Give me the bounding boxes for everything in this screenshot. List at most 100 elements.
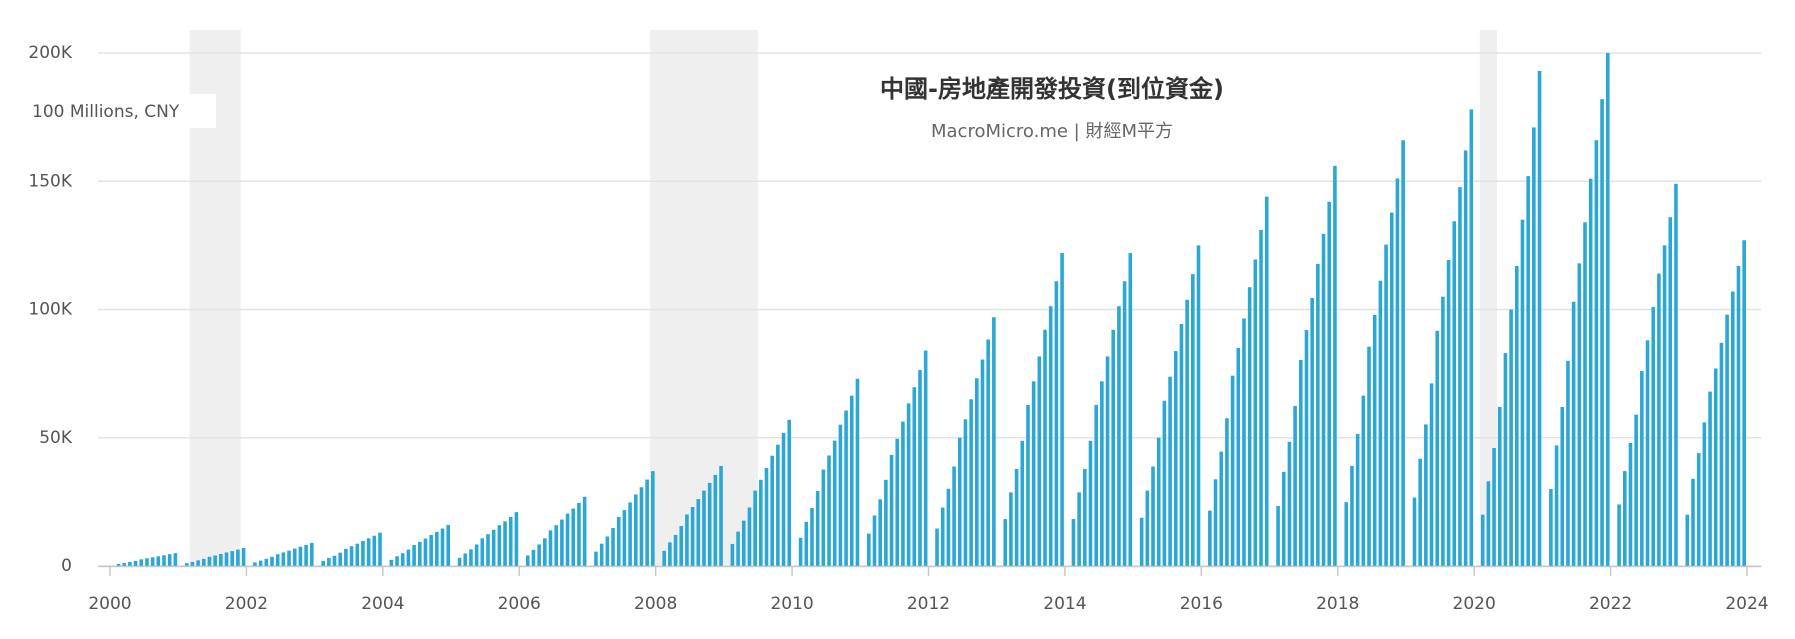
bar <box>1628 442 1633 566</box>
bar <box>497 525 502 566</box>
bar <box>1361 395 1366 566</box>
bar <box>1310 297 1314 566</box>
y-tick-label: 50K <box>39 428 73 448</box>
bar <box>1458 187 1462 566</box>
y-tick-label: 100K <box>28 300 72 320</box>
chart-subtitle: MacroMicro.me | 財經M平方 <box>931 121 1173 142</box>
bar <box>582 496 587 566</box>
bar <box>1162 400 1167 566</box>
bar <box>1173 351 1178 566</box>
bar <box>1071 519 1076 566</box>
bar <box>1395 178 1400 566</box>
bar <box>378 532 382 566</box>
bar <box>190 561 195 566</box>
bar <box>139 559 144 566</box>
bar <box>849 395 854 566</box>
bar <box>264 558 269 566</box>
bar <box>1083 469 1087 566</box>
bar <box>560 519 564 566</box>
bar <box>1554 445 1559 566</box>
bar <box>980 359 985 566</box>
bar <box>309 542 314 566</box>
axis-layer: 0 50K 100K 150K 200K 2000 2002 2004 2006 2008 2010… <box>28 43 1768 614</box>
bar <box>1276 505 1280 566</box>
x-tick-label: 2014 <box>1043 594 1086 614</box>
bar <box>332 555 337 566</box>
bar <box>1043 329 1047 566</box>
bar <box>1588 178 1593 566</box>
bar <box>1333 165 1337 567</box>
bar <box>503 521 507 566</box>
bar <box>1685 514 1690 566</box>
bar <box>1372 314 1377 566</box>
bar <box>406 549 411 566</box>
x-tick-label: 2016 <box>1180 594 1223 614</box>
bar <box>1708 391 1712 566</box>
bar <box>372 535 377 566</box>
bar <box>901 421 905 566</box>
bar <box>707 482 712 566</box>
bar <box>469 549 473 566</box>
bar <box>1105 356 1110 566</box>
bar <box>435 531 439 566</box>
bar <box>1651 306 1656 566</box>
bar <box>253 562 257 566</box>
bar <box>1702 422 1707 566</box>
bar <box>935 528 939 566</box>
bar <box>946 488 951 566</box>
bar <box>1560 406 1565 566</box>
bar <box>389 559 394 566</box>
recession-band <box>649 30 758 566</box>
bar <box>1412 497 1417 566</box>
bar <box>1264 196 1269 566</box>
bar <box>1668 217 1673 566</box>
bar <box>975 378 979 566</box>
bar <box>241 548 246 566</box>
bar <box>633 494 638 566</box>
bar <box>611 528 615 566</box>
x-tick-label: 2004 <box>361 594 404 614</box>
bar <box>162 555 166 566</box>
bar <box>236 549 240 566</box>
bar <box>423 538 428 566</box>
bar <box>1566 360 1570 566</box>
bar <box>349 546 354 566</box>
bar <box>1492 448 1496 566</box>
bar <box>230 551 235 566</box>
bar <box>969 399 973 566</box>
bar <box>952 466 956 566</box>
bar <box>270 556 274 566</box>
bar <box>736 531 740 566</box>
bar <box>196 560 200 566</box>
bar <box>1497 406 1502 566</box>
bar <box>150 557 155 566</box>
bar <box>1304 330 1309 566</box>
bar <box>1446 259 1451 566</box>
bar <box>1111 329 1116 566</box>
bar <box>957 437 962 566</box>
bar <box>821 469 826 566</box>
bar <box>764 468 769 566</box>
recession-band <box>1479 30 1497 566</box>
bar <box>668 542 672 566</box>
bar <box>1253 259 1258 566</box>
bar <box>446 524 450 566</box>
bar <box>1662 245 1667 566</box>
bar <box>292 548 297 566</box>
bar <box>1196 245 1201 566</box>
bar <box>1009 492 1013 566</box>
bar <box>1299 360 1303 566</box>
bar <box>400 553 405 566</box>
bar <box>1259 229 1263 567</box>
bar <box>1117 306 1121 566</box>
bar <box>1441 296 1445 566</box>
bar <box>1026 404 1030 566</box>
bar <box>1344 502 1349 566</box>
bar <box>844 410 848 566</box>
bar <box>116 563 121 566</box>
bar <box>753 490 757 566</box>
bar <box>1321 233 1326 566</box>
bar <box>287 550 291 566</box>
bar <box>594 551 598 566</box>
bar <box>923 350 928 566</box>
